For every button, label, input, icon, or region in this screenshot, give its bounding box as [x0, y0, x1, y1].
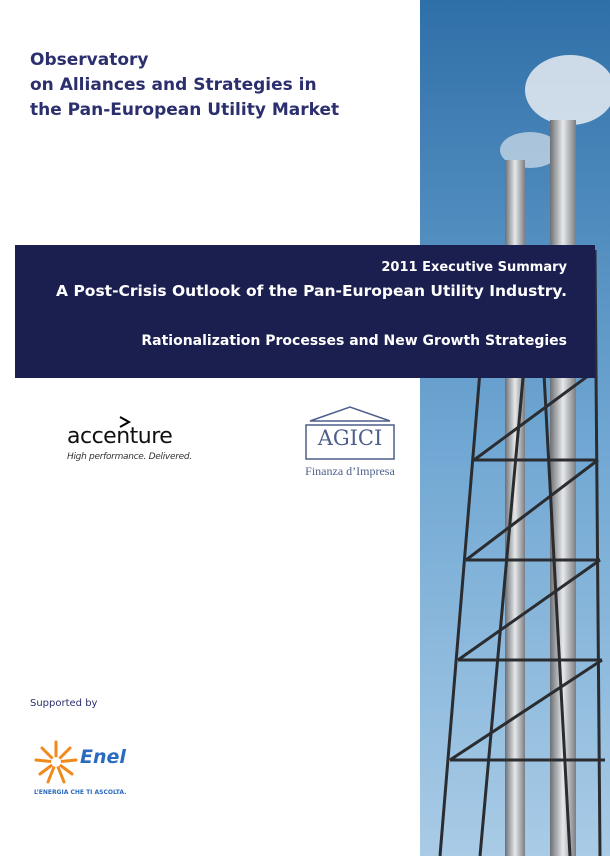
banner: 2011 Executive Summary A Post-Crisis Out…: [15, 245, 595, 378]
accenture-tagline: High performance. Delivered.: [67, 452, 192, 462]
enel-sun: [34, 740, 78, 784]
banner-subtitle: Rationalization Processes and New Growth…: [141, 333, 567, 349]
banner-edition: 2011 Executive Summary: [381, 260, 567, 275]
enel-tagline: L’ENERGIA CHE TI ASCOLTA.: [34, 789, 126, 796]
agici-tagline: Finanza d’Impresa: [295, 464, 405, 479]
title-line: Observatory: [30, 48, 148, 73]
cover-page: Observatory on Alliances and Strategies …: [0, 0, 610, 856]
accenture-logo: accenture: [67, 424, 172, 449]
enel-logo: Enel: [80, 746, 126, 768]
title-line: the Pan-European Utility Market: [30, 98, 339, 123]
cover-photo: [420, 0, 610, 856]
banner-title: A Post-Crisis Outlook of the Pan-Europea…: [56, 282, 567, 300]
supported-by: Supported by: [30, 698, 97, 709]
agici-logo: AGICI: [300, 426, 400, 450]
title-line: on Alliances and Strategies in: [30, 73, 317, 98]
